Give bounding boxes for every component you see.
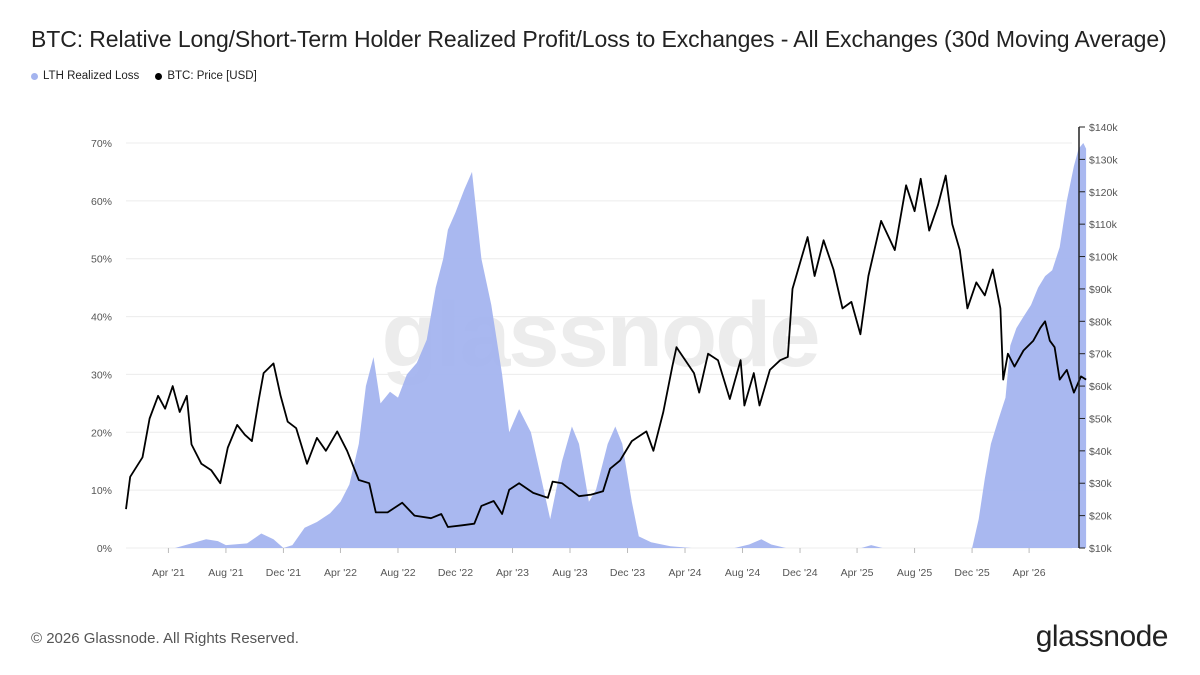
y-left-tick-label: 70% [91, 138, 112, 150]
lth-loss-area-layer [126, 143, 1087, 548]
x-tick-label: Apr '25 [841, 567, 874, 579]
legend-item-btc-price[interactable]: BTC: Price [USD] [155, 70, 257, 82]
y-right-tick-label: $60k [1089, 381, 1113, 393]
x-tick-label: Dec '21 [266, 567, 301, 579]
right-axis: $10k $20k $30k $40k $50k $60k $70k $80k $90k $100… [1078, 122, 1118, 555]
x-tick-label: Dec '23 [610, 567, 645, 579]
x-tick-label: Apr '23 [496, 567, 529, 579]
x-tick-label: Aug '24 [725, 567, 760, 579]
x-tick-label: Apr '24 [669, 567, 702, 579]
x-tick-label: Aug '22 [380, 567, 415, 579]
x-tick-label: Apr '22 [324, 567, 357, 579]
y-left-tick-label: 40% [91, 312, 112, 324]
y-right-tick-label: $40k [1089, 446, 1113, 458]
y-left-tick-label: 0% [97, 543, 112, 555]
glassnode-logo[interactable]: glassnode [1035, 620, 1169, 653]
x-axis: Apr '21 Aug '21 Dec '21 Apr '22 Aug '22 Dec '… [152, 548, 1046, 579]
series-btc-price-line [125, 174, 1087, 528]
y-right-tick-label: $80k [1089, 316, 1113, 328]
y-left-tick-label: 50% [91, 254, 112, 266]
y-left-tick-label: 30% [91, 369, 112, 381]
series-lth-realized-loss-area [126, 143, 1087, 548]
x-tick-label: Apr '26 [1013, 567, 1046, 579]
y-left-tick-label: 10% [91, 485, 112, 497]
copyright-footer: © 2026 Glassnode. All Rights Reserved. [31, 630, 299, 647]
y-right-tick-label: $50k [1089, 413, 1113, 425]
y-right-tick-label: $90k [1089, 284, 1113, 296]
x-tick-label: Dec '25 [954, 567, 989, 579]
x-tick-label: Dec '24 [782, 567, 817, 579]
legend-dot-btc-price [155, 72, 163, 80]
chart-legend: LTH Realized Loss BTC: Price [USD] [31, 70, 257, 82]
y-right-tick-label: $110k [1089, 219, 1118, 231]
left-axis: 0% 10% 20% 30% 40% 50% 60% 70% [91, 138, 112, 555]
btc-price-line-layer [125, 174, 1087, 528]
x-tick-label: Dec '22 [438, 567, 473, 579]
legend-dot-lth-realized-loss [31, 72, 38, 80]
x-tick-label: Apr '21 [152, 567, 185, 579]
y-right-tick-label: $30k [1089, 478, 1113, 490]
chart-title: BTC: Relative Long/Short-Term Holder Rea… [31, 26, 1167, 52]
y-right-tick-label: $20k [1089, 511, 1113, 523]
y-right-tick-label: $10k [1089, 543, 1113, 555]
x-tick-label: Aug '23 [552, 567, 587, 579]
x-tick-label: Aug '25 [897, 567, 932, 579]
legend-item-lth-realized-loss[interactable]: LTH Realized Loss [31, 70, 139, 82]
y-right-tick-label: $140k [1089, 122, 1118, 134]
legend-label-lth-realized-loss: LTH Realized Loss [43, 70, 140, 82]
y-right-tick-label: $100k [1089, 252, 1118, 264]
y-right-tick-label: $130k [1089, 154, 1118, 166]
x-tick-label: Aug '21 [208, 567, 243, 579]
y-right-tick-label: $70k [1089, 349, 1113, 361]
y-left-tick-label: 60% [91, 196, 112, 208]
y-left-tick-label: 20% [91, 427, 112, 439]
legend-label-btc-price: BTC: Price [USD] [167, 70, 257, 82]
y-right-tick-label: $120k [1089, 187, 1118, 199]
